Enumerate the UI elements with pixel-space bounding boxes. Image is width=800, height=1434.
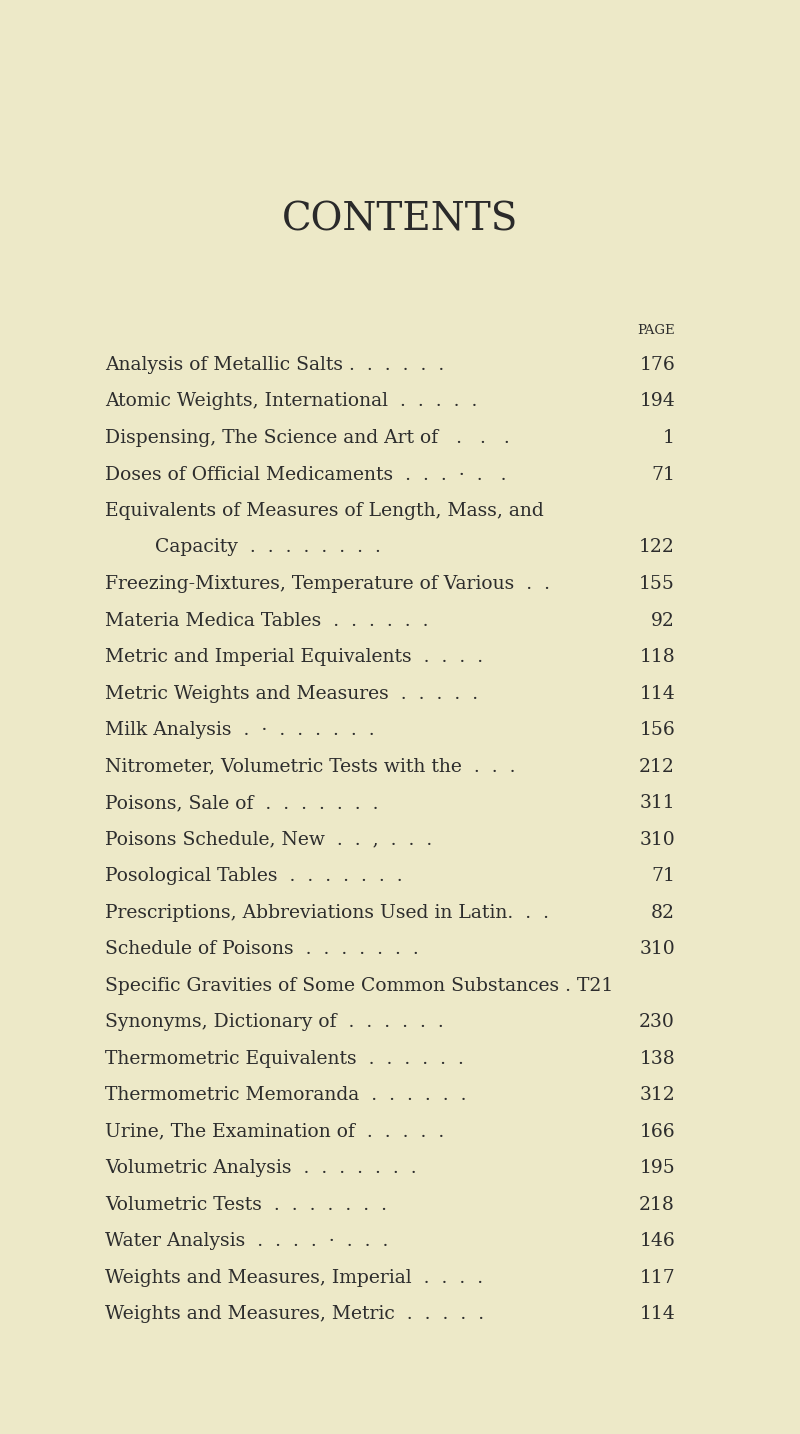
Text: 122: 122 [639, 539, 675, 556]
Text: Nitrometer, Volumetric Tests with the  .  .  .: Nitrometer, Volumetric Tests with the . … [105, 757, 515, 776]
Text: 118: 118 [639, 648, 675, 665]
Text: 71: 71 [651, 466, 675, 483]
Text: Doses of Official Medicaments  .  .  .  ·  .   .: Doses of Official Medicaments . . . · . … [105, 466, 506, 483]
Text: Metric Weights and Measures  .  .  .  .  .: Metric Weights and Measures . . . . . [105, 684, 478, 703]
Text: 82: 82 [651, 903, 675, 922]
Text: PAGE: PAGE [638, 324, 675, 337]
Text: 311: 311 [639, 794, 675, 812]
Text: 114: 114 [639, 684, 675, 703]
Text: Materia Medica Tables  .  .  .  .  .  .: Materia Medica Tables . . . . . . [105, 611, 429, 630]
Text: 218: 218 [639, 1196, 675, 1213]
Text: 155: 155 [639, 575, 675, 594]
Text: 138: 138 [639, 1050, 675, 1067]
Text: 146: 146 [639, 1232, 675, 1250]
Text: 212: 212 [639, 757, 675, 776]
Text: Poisons, Sale of  .  .  .  .  .  .  .: Poisons, Sale of . . . . . . . [105, 794, 378, 812]
Text: Dispensing, The Science and Art of   .   .   .: Dispensing, The Science and Art of . . . [105, 429, 510, 447]
Text: Thermometric Memoranda  .  .  .  .  .  .: Thermometric Memoranda . . . . . . [105, 1086, 466, 1104]
Text: 310: 310 [639, 941, 675, 958]
Text: 1: 1 [663, 429, 675, 447]
Text: Thermometric Equivalents  .  .  .  .  .  .: Thermometric Equivalents . . . . . . [105, 1050, 464, 1067]
Text: Milk Analysis  .  ·  .  .  .  .  .  .: Milk Analysis . · . . . . . . [105, 721, 374, 739]
Text: Prescriptions, Abbreviations Used in Latin.  .  .: Prescriptions, Abbreviations Used in Lat… [105, 903, 549, 922]
Text: 92: 92 [651, 611, 675, 630]
Text: 230: 230 [639, 1012, 675, 1031]
Text: Capacity  .  .  .  .  .  .  .  .: Capacity . . . . . . . . [155, 539, 381, 556]
Text: 166: 166 [639, 1123, 675, 1140]
Text: Synonyms, Dictionary of  .  .  .  .  .  .: Synonyms, Dictionary of . . . . . . [105, 1012, 444, 1031]
Text: 176: 176 [639, 356, 675, 374]
Text: Urine, The Examination of  .  .  .  .  .: Urine, The Examination of . . . . . [105, 1123, 444, 1140]
Text: Weights and Measures, Metric  .  .  .  .  .: Weights and Measures, Metric . . . . . [105, 1305, 484, 1324]
Text: 114: 114 [639, 1305, 675, 1324]
Text: Weights and Measures, Imperial  .  .  .  .: Weights and Measures, Imperial . . . . [105, 1269, 483, 1286]
Text: Equivalents of Measures of Length, Mass, and: Equivalents of Measures of Length, Mass,… [105, 502, 544, 521]
Text: 71: 71 [651, 868, 675, 885]
Text: Freezing-Mixtures, Temperature of Various  .  .: Freezing-Mixtures, Temperature of Variou… [105, 575, 550, 594]
Text: Atomic Weights, International  .  .  .  .  .: Atomic Weights, International . . . . . [105, 393, 478, 410]
Text: Water Analysis  .  .  .  .  ·  .  .  .: Water Analysis . . . . · . . . [105, 1232, 388, 1250]
Text: Volumetric Analysis  .  .  .  .  .  .  .: Volumetric Analysis . . . . . . . [105, 1159, 417, 1177]
Text: Schedule of Poisons  .  .  .  .  .  .  .: Schedule of Poisons . . . . . . . [105, 941, 418, 958]
Text: CONTENTS: CONTENTS [282, 202, 518, 238]
Text: 194: 194 [639, 393, 675, 410]
Text: Analysis of Metallic Salts .  .  .  .  .  .: Analysis of Metallic Salts . . . . . . [105, 356, 444, 374]
Text: 117: 117 [639, 1269, 675, 1286]
Text: 312: 312 [639, 1086, 675, 1104]
Text: Metric and Imperial Equivalents  .  .  .  .: Metric and Imperial Equivalents . . . . [105, 648, 483, 665]
Text: 310: 310 [639, 830, 675, 849]
Text: Poisons Schedule, New  .  .  ,  .  .  .: Poisons Schedule, New . . , . . . [105, 830, 432, 849]
Text: 195: 195 [639, 1159, 675, 1177]
Text: 156: 156 [639, 721, 675, 739]
Text: Volumetric Tests  .  .  .  .  .  .  .: Volumetric Tests . . . . . . . [105, 1196, 387, 1213]
Text: Posological Tables  .  .  .  .  .  .  .: Posological Tables . . . . . . . [105, 868, 402, 885]
Text: Specific Gravities of Some Common Substances . T21: Specific Gravities of Some Common Substa… [105, 977, 614, 995]
